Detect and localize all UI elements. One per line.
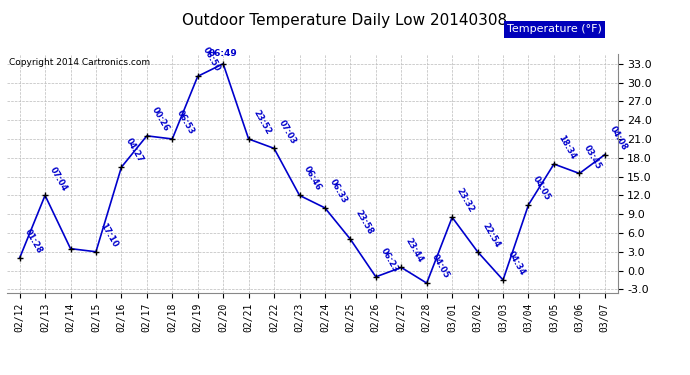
Text: 04:34: 04:34 [506, 250, 527, 277]
Text: 00:26: 00:26 [150, 105, 170, 133]
Text: 04:05: 04:05 [531, 174, 553, 202]
Text: 06:49: 06:49 [209, 49, 237, 58]
Text: 23:52: 23:52 [251, 108, 273, 136]
Text: 06:53: 06:53 [175, 109, 196, 136]
Text: 06:33: 06:33 [328, 178, 348, 205]
Text: 17:10: 17:10 [99, 221, 120, 249]
Text: 04:08: 04:08 [608, 124, 629, 152]
Text: 23:58: 23:58 [353, 209, 374, 237]
Text: 07:03: 07:03 [277, 118, 298, 146]
Text: 23:32: 23:32 [455, 187, 476, 214]
Text: 01:28: 01:28 [22, 228, 43, 255]
Text: Outdoor Temperature Daily Low 20140308: Outdoor Temperature Daily Low 20140308 [182, 13, 508, 28]
Text: 04:05: 04:05 [429, 253, 451, 280]
Text: 06:50: 06:50 [201, 46, 221, 74]
Text: 23:44: 23:44 [404, 237, 425, 265]
Text: 04:27: 04:27 [124, 137, 146, 164]
Text: 06:46: 06:46 [302, 165, 324, 193]
Text: 03:45: 03:45 [582, 143, 603, 171]
Text: Temperature (°F): Temperature (°F) [507, 24, 602, 34]
Text: Copyright 2014 Cartronics.com: Copyright 2014 Cartronics.com [10, 57, 150, 66]
Text: 06:23: 06:23 [379, 246, 400, 274]
Text: 07:04: 07:04 [48, 165, 69, 193]
Text: 18:34: 18:34 [557, 134, 578, 161]
Text: 22:54: 22:54 [480, 221, 502, 249]
